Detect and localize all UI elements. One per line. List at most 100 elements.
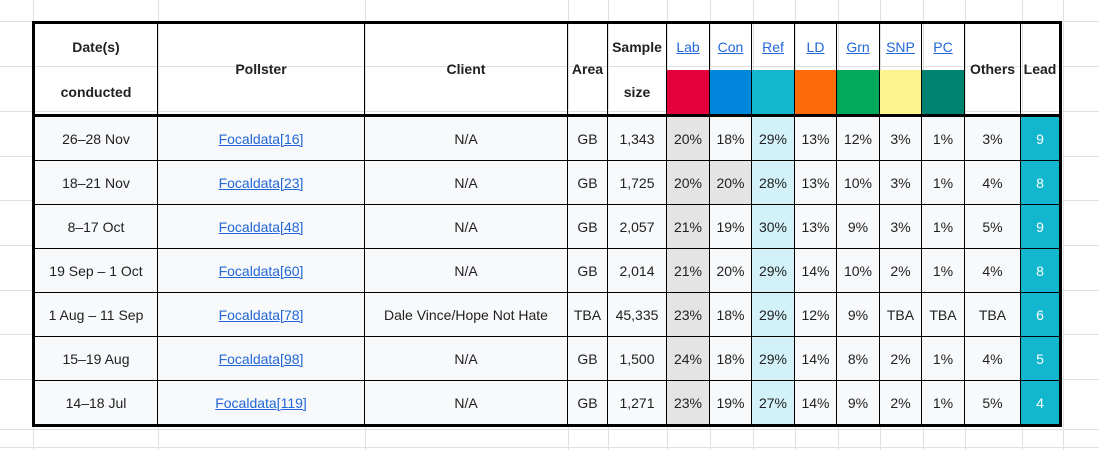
poll-row: 14–18 Jul Focaldata[119] N/A GB 1,271 23% 19% 2…: [33, 380, 1061, 426]
poll-value-cell-con: 19%: [709, 204, 752, 249]
others-cell: 4%: [964, 160, 1021, 205]
poll-row: 8–17 Oct Focaldata[48] N/A GB 2,057 21% 19% 30%…: [33, 204, 1061, 249]
party-header-con: Con: [709, 22, 752, 117]
lead-cell: 9: [1020, 204, 1061, 249]
party-link-grn[interactable]: Grn: [846, 39, 870, 55]
others-cell: 5%: [964, 380, 1021, 426]
poll-value-cell-pc: 1%: [921, 115, 965, 161]
poll-value-cell-lab: 21%: [666, 248, 710, 293]
pollster-cell: Focaldata[60]: [157, 248, 365, 293]
lead-cell: 8: [1020, 160, 1061, 205]
pollster-link[interactable]: Focaldata[98]: [218, 350, 304, 367]
poll-value-cell-pc: 1%: [921, 160, 965, 205]
poll-value-cell-pc: 1%: [921, 248, 965, 293]
party-header-lab: Lab: [666, 22, 710, 117]
party-link-lab[interactable]: Lab: [676, 39, 700, 55]
lead-cell: 6: [1020, 292, 1061, 337]
party-color-swatch-con: [710, 70, 751, 113]
poll-value-cell-pc: 1%: [921, 204, 965, 249]
party-link-ld[interactable]: LD: [806, 39, 825, 55]
poll-row: 1 Aug – 11 Sep Focaldata[78] Dale Vince/Ho…: [33, 292, 1061, 337]
poll-value-cell-ld: 12%: [794, 292, 837, 337]
party-header-snp: SNP: [879, 22, 922, 117]
header-dates-conducted: Date(s) conducted: [33, 22, 158, 117]
pollster-link[interactable]: Focaldata[48]: [218, 218, 304, 235]
poll-value-cell-con: 19%: [709, 380, 752, 426]
poll-value-cell-con: 20%: [709, 248, 752, 293]
party-link-pc[interactable]: PC: [933, 39, 953, 55]
poll-value-cell-grn: 9%: [836, 292, 880, 337]
area-cell: GB: [567, 204, 608, 249]
table-header-row: Date(s) conducted Pollster Client Area S…: [33, 22, 1061, 117]
header-sample-line2: size: [623, 83, 651, 100]
poll-value-cell-grn: 12%: [836, 115, 880, 161]
pollster-link[interactable]: Focaldata[16]: [218, 130, 304, 147]
date-cell: 19 Sep – 1 Oct: [33, 248, 158, 293]
poll-value-cell-grn: 10%: [836, 248, 880, 293]
party-color-swatch-pc: [922, 70, 964, 113]
client-cell: N/A: [364, 336, 568, 381]
poll-row: 19 Sep – 1 Oct Focaldata[60] N/A GB 2,014 21%…: [33, 248, 1061, 293]
party-header-ref: Ref: [751, 22, 795, 117]
header-pollster: Pollster: [157, 22, 365, 117]
poll-value-cell-lab: 23%: [666, 292, 710, 337]
sample-size-cell: 1,343: [607, 115, 667, 161]
sample-size-cell: 2,057: [607, 204, 667, 249]
poll-value-cell-grn: 8%: [836, 336, 880, 381]
poll-value-cell-lab: 24%: [666, 336, 710, 381]
area-cell: GB: [567, 115, 608, 161]
date-cell: 8–17 Oct: [33, 204, 158, 249]
poll-value-cell-ld: 14%: [794, 336, 837, 381]
party-header-grn: Grn: [836, 22, 880, 117]
poll-value-cell-snp: 3%: [879, 204, 922, 249]
client-cell: Dale Vince/Hope Not Hate: [364, 292, 568, 337]
poll-value-cell-ld: 14%: [794, 248, 837, 293]
party-link-con[interactable]: Con: [717, 39, 744, 55]
poll-value-cell-con: 20%: [709, 160, 752, 205]
poll-value-cell-lab: 21%: [666, 204, 710, 249]
poll-value-cell-ref: 29%: [751, 248, 795, 293]
date-cell: 1 Aug – 11 Sep: [33, 292, 158, 337]
others-cell: 4%: [964, 336, 1021, 381]
poll-value-cell-ref: 27%: [751, 380, 795, 426]
poll-value-cell-snp: 2%: [879, 380, 922, 426]
party-color-swatch-ref: [752, 70, 794, 113]
poll-value-cell-lab: 20%: [666, 160, 710, 205]
poll-value-cell-lab: 20%: [666, 115, 710, 161]
poll-value-cell-ld: 14%: [794, 380, 837, 426]
party-link-snp[interactable]: SNP: [886, 39, 915, 55]
poll-value-cell-snp: 2%: [879, 248, 922, 293]
header-sample-line1: Sample: [612, 38, 662, 55]
pollster-cell: Focaldata[16]: [157, 115, 365, 161]
poll-value-cell-snp: 3%: [879, 160, 922, 205]
poll-row: 15–19 Aug Focaldata[98] N/A GB 1,500 24% 18% 29…: [33, 336, 1061, 381]
area-cell: GB: [567, 160, 608, 205]
poll-value-cell-ref: 28%: [751, 160, 795, 205]
pollster-link[interactable]: Focaldata[119]: [215, 394, 307, 411]
others-cell: 3%: [964, 115, 1021, 161]
party-color-swatch-grn: [837, 70, 879, 113]
poll-value-cell-pc: TBA: [921, 292, 965, 337]
header-client: Client: [364, 22, 568, 117]
poll-row: 26–28 Nov Focaldata[16] N/A GB 1,343 20% 18% 29…: [33, 115, 1061, 161]
header-area: Area: [567, 22, 608, 117]
sample-size-cell: 1,271: [607, 380, 667, 426]
others-cell: 4%: [964, 248, 1021, 293]
area-cell: GB: [567, 248, 608, 293]
pollster-cell: Focaldata[98]: [157, 336, 365, 381]
pollster-link[interactable]: Focaldata[78]: [218, 306, 304, 323]
poll-value-cell-snp: 2%: [879, 336, 922, 381]
header-dates-line1: Date(s): [72, 38, 120, 55]
pollster-link[interactable]: Focaldata[23]: [218, 174, 304, 191]
sample-size-cell: 2,014: [607, 248, 667, 293]
pollster-cell: Focaldata[48]: [157, 204, 365, 249]
pollster-link[interactable]: Focaldata[60]: [218, 262, 304, 279]
poll-row: 18–21 Nov Focaldata[23] N/A GB 1,725 20% 20% 28…: [33, 160, 1061, 205]
poll-value-cell-ref: 29%: [751, 292, 795, 337]
party-link-ref[interactable]: Ref: [762, 39, 784, 55]
pollster-cell: Focaldata[23]: [157, 160, 365, 205]
lead-cell: 4: [1020, 380, 1061, 426]
poll-value-cell-con: 18%: [709, 115, 752, 161]
client-cell: N/A: [364, 380, 568, 426]
poll-value-cell-pc: 1%: [921, 380, 965, 426]
